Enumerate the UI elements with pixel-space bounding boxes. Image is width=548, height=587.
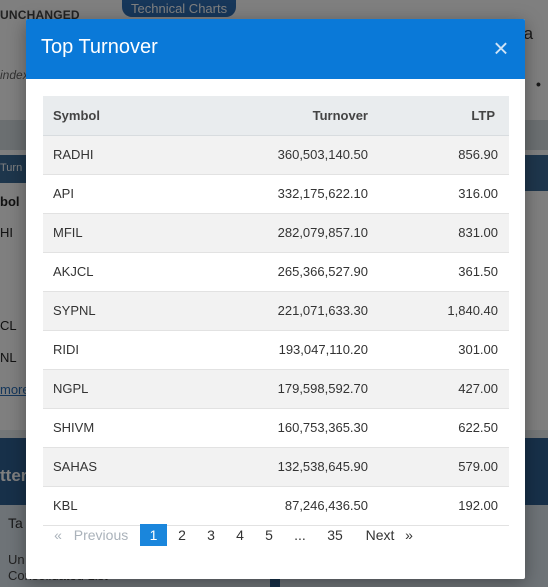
symbol-cell: RADHI: [43, 135, 173, 175]
table-row: KBL 87,246,436.50 192.00: [43, 486, 509, 526]
table-row: NGPL 179,598,592.70 427.00: [43, 369, 509, 409]
turnover-cell: 282,079,857.10: [173, 213, 368, 253]
symbol-cell: KBL: [43, 486, 173, 526]
turnover-cell: 193,047,110.20: [173, 330, 368, 370]
column-header-ltp[interactable]: LTP: [368, 96, 509, 136]
modal-title: Top Turnover: [41, 36, 158, 58]
turnover-cell: 332,175,622.10: [173, 174, 368, 214]
symbol-cell: NGPL: [43, 369, 173, 409]
symbol-cell: API: [43, 174, 173, 214]
page-button-4[interactable]: 4: [236, 527, 244, 543]
next-page-button[interactable]: Next: [365, 527, 395, 543]
turnover-cell: 87,246,436.50: [173, 486, 368, 526]
top-turnover-modal: Top Turnover × Symbol Turnover LTP RADHI…: [26, 19, 525, 579]
close-icon[interactable]: ×: [493, 33, 509, 63]
table-row: API 332,175,622.10 316.00: [43, 174, 509, 214]
turnover-cell: 360,503,140.50: [173, 135, 368, 175]
pagination: « Previous 1 2 3 4 5 ... 35 Next »: [43, 524, 509, 548]
table-row: SYPNL 221,071,633.30 1,840.40: [43, 291, 509, 331]
turnover-cell: 160,753,365.30: [173, 408, 368, 448]
symbol-cell: AKJCL: [43, 252, 173, 292]
ltp-cell: 301.00: [368, 330, 509, 370]
symbol-cell: SYPNL: [43, 291, 173, 331]
ltp-cell: 579.00: [368, 447, 509, 487]
ltp-cell: 427.00: [368, 369, 509, 409]
turnover-cell: 221,071,633.30: [173, 291, 368, 331]
symbol-cell: SHIVM: [43, 408, 173, 448]
turnover-table: Symbol Turnover LTP RADHI 360,503,140.50…: [43, 96, 509, 526]
page-ellipsis: ...: [294, 527, 306, 543]
column-header-symbol[interactable]: Symbol: [43, 96, 173, 136]
page-button-1[interactable]: 1: [140, 524, 167, 546]
next-arrow-icon[interactable]: »: [405, 527, 413, 543]
turnover-table-container: Symbol Turnover LTP RADHI 360,503,140.50…: [43, 96, 509, 526]
turnover-cell: 265,366,527.90: [173, 252, 368, 292]
page-button-3[interactable]: 3: [207, 527, 215, 543]
table-row: AKJCL 265,366,527.90 361.50: [43, 252, 509, 292]
symbol-cell: RIDI: [43, 330, 173, 370]
ltp-cell: 361.50: [368, 252, 509, 292]
column-header-turnover[interactable]: Turnover: [173, 96, 368, 136]
modal-header: Top Turnover ×: [26, 19, 525, 79]
ltp-cell: 1,840.40: [368, 291, 509, 331]
page-button-2[interactable]: 2: [178, 527, 186, 543]
ltp-cell: 192.00: [368, 486, 509, 526]
table-row: MFIL 282,079,857.10 831.00: [43, 213, 509, 253]
turnover-cell: 132,538,645.90: [173, 447, 368, 487]
page-button-5[interactable]: 5: [265, 527, 273, 543]
table-row: SAHAS 132,538,645.90 579.00: [43, 447, 509, 487]
turnover-cell: 179,598,592.70: [173, 369, 368, 409]
ltp-cell: 856.90: [368, 135, 509, 175]
previous-page-button: Previous: [73, 527, 129, 543]
ltp-cell: 316.00: [368, 174, 509, 214]
symbol-cell: SAHAS: [43, 447, 173, 487]
ltp-cell: 831.00: [368, 213, 509, 253]
table-row: RADHI 360,503,140.50 856.90: [43, 135, 509, 175]
ltp-cell: 622.50: [368, 408, 509, 448]
symbol-cell: MFIL: [43, 213, 173, 253]
table-header-row: Symbol Turnover LTP: [43, 96, 509, 136]
previous-arrow-icon: «: [54, 527, 62, 543]
page-button-35[interactable]: 35: [327, 527, 343, 543]
table-row: SHIVM 160,753,365.30 622.50: [43, 408, 509, 448]
table-row: RIDI 193,047,110.20 301.00: [43, 330, 509, 370]
